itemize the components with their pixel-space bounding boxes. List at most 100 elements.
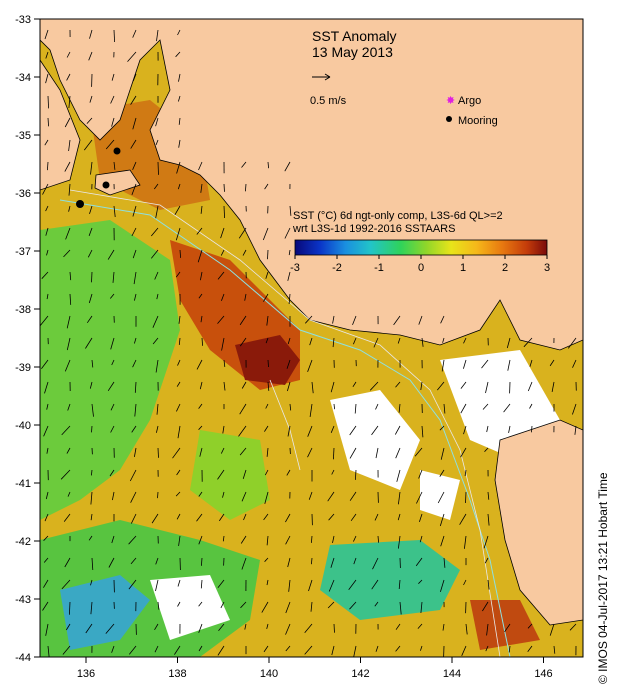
current-vector (200, 579, 203, 589)
current-vector (484, 447, 489, 452)
current-vector (419, 535, 423, 543)
current-vector (90, 491, 93, 505)
current-vector (332, 535, 335, 543)
current-vector (91, 359, 94, 368)
current-vector (174, 205, 181, 216)
current-vector (572, 359, 577, 368)
current-vector (261, 601, 269, 613)
current-vector (155, 139, 159, 145)
current-vector (127, 51, 137, 62)
current-vector (178, 337, 181, 345)
land-mainland (40, 19, 583, 351)
bathymetry-contour (69, 189, 501, 657)
current-vector (110, 403, 115, 411)
current-vector (111, 117, 115, 127)
current-vector (241, 161, 247, 168)
current-vector (418, 315, 423, 325)
current-vector (64, 117, 71, 128)
current-vector (223, 183, 225, 192)
current-vector (461, 645, 467, 656)
current-vector (200, 315, 203, 323)
current-vector (266, 315, 269, 326)
current-vector (414, 447, 423, 457)
current-vector (239, 403, 247, 415)
current-vector (394, 425, 401, 435)
current-vector (47, 95, 49, 109)
current-vector (244, 293, 247, 301)
current-vector (333, 403, 335, 410)
lat-axis: -33 -34 -35 -36 -37 -38 -39 -40 -41 -42 -43 -44 (15, 14, 40, 664)
current-vector (372, 557, 379, 570)
current-vector (44, 139, 49, 146)
current-vector (574, 425, 577, 435)
current-vector (482, 601, 489, 612)
lat-tick-label: -38 (15, 304, 31, 316)
current-vector (288, 293, 291, 305)
current-vector (220, 249, 225, 256)
current-vector (284, 227, 291, 239)
current-vector (304, 623, 313, 634)
current-vector (508, 425, 511, 433)
current-vector (172, 447, 181, 459)
current-vector (43, 557, 49, 563)
current-vector (266, 579, 269, 586)
current-vector (287, 271, 291, 281)
current-vector (220, 227, 225, 239)
current-vector (527, 381, 533, 392)
current-vector (440, 447, 445, 460)
current-vector (239, 337, 247, 347)
current-vector (460, 447, 467, 458)
current-vector (88, 227, 93, 237)
current-vector (42, 601, 49, 611)
current-vector (487, 579, 490, 590)
current-vector (305, 315, 313, 324)
current-vector (352, 315, 357, 326)
current-vector (481, 359, 489, 369)
current-vector (178, 315, 181, 324)
current-vector (43, 579, 49, 588)
lat-tick-label: -42 (15, 536, 31, 548)
current-vector (67, 403, 71, 411)
current-vector (398, 403, 401, 413)
cloud-gap-1 (330, 390, 420, 490)
current-vector (65, 227, 71, 240)
current-vector (68, 205, 71, 212)
current-vector (419, 513, 423, 523)
current-vector (131, 183, 137, 196)
current-vector (177, 579, 181, 587)
current-vector (66, 447, 71, 454)
current-vector (45, 491, 49, 500)
current-vector (527, 623, 533, 629)
current-vector (156, 425, 159, 433)
current-vector (47, 161, 49, 171)
current-vector (129, 469, 137, 482)
current-vector (134, 447, 137, 457)
current-vector (44, 381, 49, 394)
current-vector (439, 425, 445, 431)
current-vector (47, 117, 49, 127)
current-vector (132, 249, 137, 259)
current-vector (463, 425, 467, 435)
current-vector (198, 491, 203, 497)
current-vector (155, 579, 159, 592)
current-vector (327, 601, 335, 609)
current-vector (284, 161, 291, 172)
current-vector (262, 227, 269, 241)
current-vector (307, 447, 313, 458)
current-vector (88, 535, 93, 541)
current-vector (179, 249, 181, 258)
current-vector (69, 601, 71, 615)
current-vector (198, 403, 203, 409)
current-vector (198, 623, 203, 633)
current-vector (331, 469, 335, 475)
current-vector (310, 601, 313, 612)
current-vector (66, 315, 71, 329)
current-vector (486, 623, 489, 636)
current-vector (130, 491, 137, 503)
current-vector (88, 293, 93, 304)
current-vector (46, 447, 49, 454)
current-vector (223, 205, 225, 219)
current-vector (151, 513, 159, 524)
current-vector (157, 601, 160, 610)
current-vector (61, 425, 71, 436)
